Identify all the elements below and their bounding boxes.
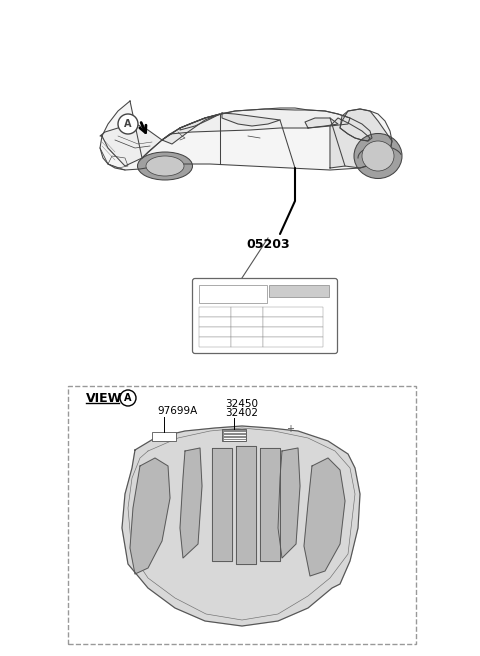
Polygon shape: [130, 458, 170, 574]
Polygon shape: [162, 114, 220, 144]
Polygon shape: [222, 113, 280, 126]
Polygon shape: [330, 109, 392, 168]
Ellipse shape: [362, 141, 394, 171]
Bar: [231, 317, 263, 327]
Polygon shape: [162, 109, 350, 140]
Polygon shape: [278, 448, 300, 558]
Text: VIEW: VIEW: [86, 392, 122, 405]
Bar: [152, 432, 176, 441]
Bar: [263, 307, 323, 317]
Text: 05203: 05203: [246, 238, 290, 251]
Circle shape: [118, 114, 138, 134]
Bar: [199, 285, 267, 303]
Polygon shape: [305, 118, 338, 128]
Text: A: A: [124, 119, 132, 129]
Text: 32402: 32402: [225, 408, 258, 418]
Bar: [222, 429, 246, 441]
Polygon shape: [122, 426, 360, 626]
Ellipse shape: [137, 152, 192, 180]
Polygon shape: [100, 122, 162, 166]
Bar: [199, 307, 231, 317]
Bar: [231, 327, 263, 337]
Bar: [263, 337, 323, 347]
Bar: [263, 317, 323, 327]
Ellipse shape: [354, 134, 402, 178]
Polygon shape: [260, 448, 280, 561]
Bar: [199, 317, 231, 327]
Text: +: +: [286, 424, 294, 434]
Polygon shape: [304, 458, 345, 576]
Bar: [68, 386, 416, 644]
Polygon shape: [236, 446, 256, 564]
Bar: [231, 337, 263, 347]
Bar: [263, 327, 323, 337]
Circle shape: [120, 390, 136, 406]
Text: 97699A: 97699A: [157, 406, 197, 416]
Polygon shape: [100, 101, 392, 170]
Text: A: A: [124, 393, 132, 403]
Ellipse shape: [146, 156, 184, 176]
Bar: [269, 285, 329, 297]
Text: 32450: 32450: [225, 399, 258, 409]
Bar: [199, 327, 231, 337]
Bar: [231, 307, 263, 317]
Polygon shape: [180, 448, 202, 558]
Polygon shape: [180, 114, 220, 130]
FancyBboxPatch shape: [192, 279, 337, 354]
Polygon shape: [212, 448, 232, 561]
Bar: [199, 337, 231, 347]
